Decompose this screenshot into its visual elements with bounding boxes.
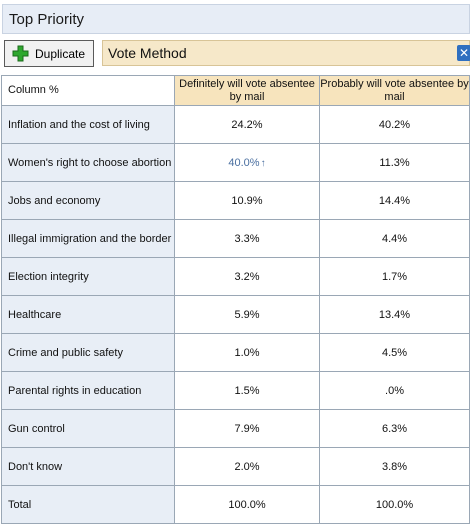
table-row: Jobs and economy 10.9% 14.4%	[1, 181, 470, 220]
cell-value: 7.9%	[234, 422, 260, 435]
table-cell: 3.3%	[174, 219, 320, 258]
cell-value: .0%	[385, 384, 404, 397]
cell-value: 40.2%	[378, 118, 411, 131]
table-row: Inflation and the cost of living 24.2% 40.…	[1, 105, 470, 144]
table-cell: 7.9%	[174, 409, 320, 448]
table-cell: 1.5%	[174, 371, 320, 410]
table-cell: 14.4%	[319, 181, 470, 220]
table-cell: 1.0%	[174, 333, 320, 372]
table-cell: 40.2%	[319, 105, 470, 144]
table-cell: .0%	[319, 371, 470, 410]
cell-value: 3.2%	[234, 270, 260, 283]
cell-value: 13.4%	[378, 308, 411, 321]
duplicate-button-label: Duplicate	[35, 47, 86, 61]
close-icon[interactable]: ✕	[457, 45, 470, 61]
table-cell: 3.2%	[174, 257, 320, 296]
page-title: Top Priority	[9, 11, 85, 28]
table-cell: 100.0%	[174, 485, 320, 524]
cell-value: 5.9%	[234, 308, 260, 321]
corner-label: Column %	[1, 75, 175, 106]
table-row: Healthcare 5.9% 13.4%	[1, 295, 470, 334]
crosstab-table: Column % Definitely will vote absentee b…	[1, 75, 470, 524]
column-header[interactable]: Definitely will vote absentee by mail	[174, 75, 320, 106]
table-cell: 5.9%	[174, 295, 320, 334]
cell-value: 1.7%	[381, 270, 408, 283]
table-cell: 2.0%	[174, 447, 320, 486]
cell-value: 100.0%	[375, 498, 414, 511]
table-cell: 4.4%	[319, 219, 470, 258]
table-row: Women's right to choose abortion 40.0%↑ 11…	[1, 143, 470, 182]
cell-value: 1.5%	[234, 384, 260, 397]
cell-value: 24.2%	[231, 118, 263, 131]
row-label[interactable]: Crime and public safety	[1, 333, 175, 372]
filter-label: Vote Method	[108, 45, 187, 61]
table-row: Parental rights in education 1.5% .0%	[1, 371, 470, 410]
row-label[interactable]: Healthcare	[1, 295, 175, 334]
table-cell: 3.8%	[319, 447, 470, 486]
cell-value: 3.8%	[381, 460, 408, 473]
table-row: Don't know 2.0% 3.8%	[1, 447, 470, 486]
table-cell: 40.0%↑	[174, 143, 320, 182]
row-label[interactable]: Illegal immigration and the border	[1, 219, 175, 258]
column-header[interactable]: Probably will vote absentee by mail	[319, 75, 470, 106]
duplicate-button[interactable]: Duplicate	[4, 40, 94, 67]
cell-value: 6.3%	[381, 422, 408, 435]
plus-icon	[12, 45, 29, 62]
header-row: Column % Definitely will vote absentee b…	[1, 75, 470, 106]
table-cell: 13.4%	[319, 295, 470, 334]
table-row: Crime and public safety 1.0% 4.5%	[1, 333, 470, 372]
cell-value: 10.9%	[231, 194, 263, 207]
table-cell: 1.7%	[319, 257, 470, 296]
table-cell: 100.0%	[319, 485, 470, 524]
cell-value: 4.4%	[381, 232, 408, 245]
cell-value: 1.0%	[234, 346, 260, 359]
table-row: Gun control 7.9% 6.3%	[1, 409, 470, 448]
row-label[interactable]: Inflation and the cost of living	[1, 105, 175, 144]
row-label[interactable]: Election integrity	[1, 257, 175, 296]
cell-value: 100.0%	[228, 498, 266, 511]
row-label[interactable]: Parental rights in education	[1, 371, 175, 410]
title-bar: Top Priority	[2, 4, 470, 34]
row-label[interactable]: Don't know	[1, 447, 175, 486]
cell-value: 4.5%	[381, 346, 408, 359]
table-cell: 11.3%	[319, 143, 470, 182]
cell-value: 3.3%	[234, 232, 260, 245]
table-cell: 6.3%	[319, 409, 470, 448]
cell-value: 40.0%	[228, 156, 260, 169]
row-label[interactable]: Total	[1, 485, 175, 524]
table-cell: 24.2%	[174, 105, 320, 144]
up-arrow-icon: ↑	[260, 157, 266, 169]
table-cell: 10.9%	[174, 181, 320, 220]
table-row: Illegal immigration and the border 3.3% 4.…	[1, 219, 470, 258]
row-label[interactable]: Jobs and economy	[1, 181, 175, 220]
table-row: Total 100.0% 100.0%	[1, 485, 470, 524]
cell-value: 14.4%	[378, 194, 411, 207]
table-row: Election integrity 3.2% 1.7%	[1, 257, 470, 296]
row-label[interactable]: Women's right to choose abortion	[1, 143, 175, 182]
cell-value: 11.3%	[379, 156, 410, 169]
table-cell: 4.5%	[319, 333, 470, 372]
row-label[interactable]: Gun control	[1, 409, 175, 448]
filter-bar[interactable]: Vote Method ✕	[102, 40, 470, 66]
cell-value: 2.0%	[234, 460, 260, 473]
